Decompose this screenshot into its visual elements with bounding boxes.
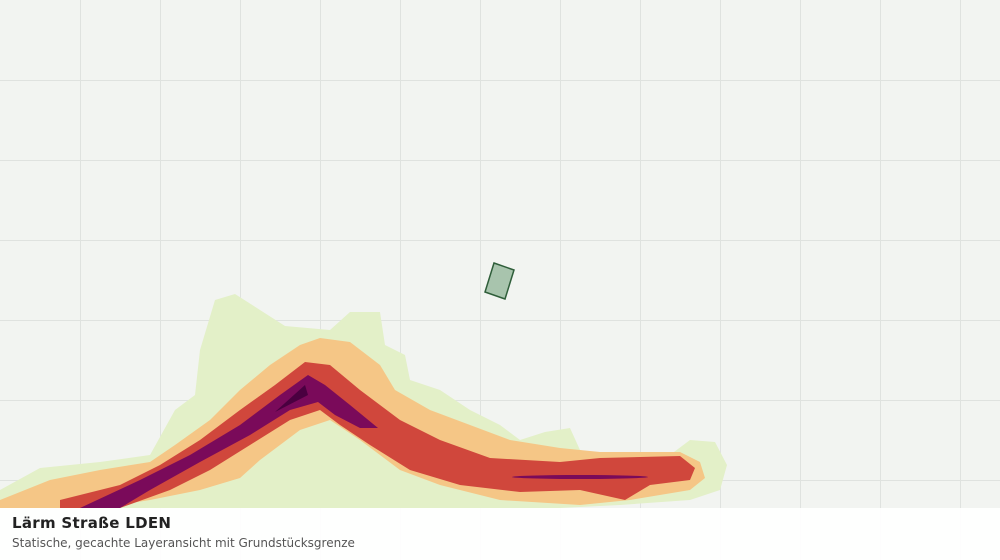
parcel[interactable] — [484, 262, 515, 300]
info-panel: Lärm Straße LDEN Statische, gecachte Lay… — [0, 508, 1000, 560]
layer-subtitle: Statische, gecachte Layeransicht mit Gru… — [12, 536, 355, 550]
noise-zone-high — [60, 362, 695, 508]
layer-title: Lärm Straße LDEN — [12, 514, 172, 532]
noise-zone-very-high — [80, 375, 378, 508]
noise-zone-extreme — [275, 385, 308, 412]
noise-zone-extreme — [512, 475, 648, 479]
